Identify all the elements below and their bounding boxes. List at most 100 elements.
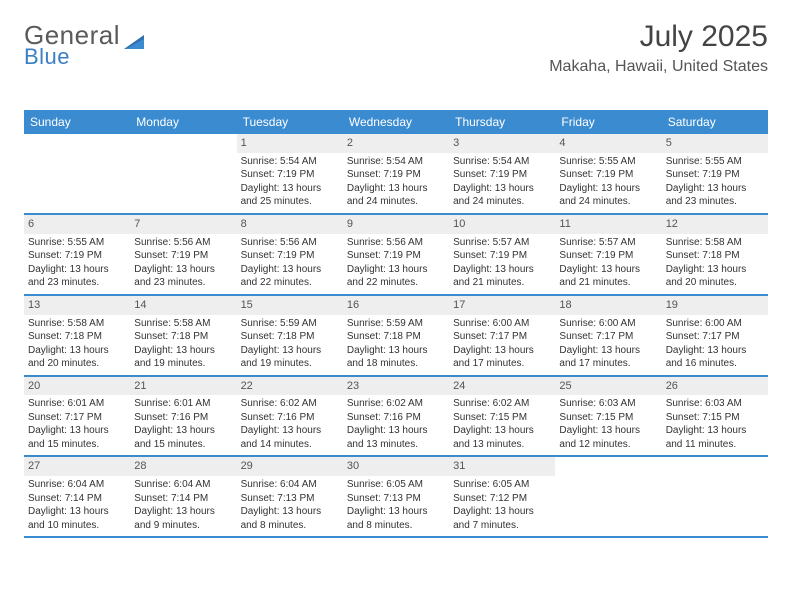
day-details: Sunrise: 5:56 AMSunset: 7:19 PMDaylight:… [237, 236, 343, 290]
day-detail-line: Daylight: 13 hours and 25 minutes. [241, 182, 339, 209]
day-detail-line: Sunset: 7:19 PM [347, 168, 445, 182]
day-detail-line: Sunrise: 5:59 AM [241, 317, 339, 331]
day-number: 23 [343, 377, 449, 396]
day-detail-line: Daylight: 13 hours and 15 minutes. [134, 424, 232, 451]
day-details: Sunrise: 5:55 AMSunset: 7:19 PMDaylight:… [24, 236, 130, 290]
day-number: 11 [555, 215, 661, 234]
day-details: Sunrise: 5:54 AMSunset: 7:19 PMDaylight:… [237, 155, 343, 209]
calendar: SundayMondayTuesdayWednesdayThursdayFrid… [24, 110, 768, 538]
day-number [555, 457, 661, 476]
day-number: 27 [24, 457, 130, 476]
day-detail-line: Daylight: 13 hours and 17 minutes. [453, 344, 551, 371]
day-cell [555, 457, 661, 536]
day-number: 16 [343, 296, 449, 315]
day-number: 31 [449, 457, 555, 476]
dow-row: SundayMondayTuesdayWednesdayThursdayFrid… [24, 110, 768, 134]
day-details: Sunrise: 5:54 AMSunset: 7:19 PMDaylight:… [449, 155, 555, 209]
day-cell: 13Sunrise: 5:58 AMSunset: 7:18 PMDayligh… [24, 296, 130, 375]
day-detail-line: Daylight: 13 hours and 12 minutes. [559, 424, 657, 451]
day-detail-line: Sunrise: 6:04 AM [134, 478, 232, 492]
day-detail-line: Sunset: 7:17 PM [559, 330, 657, 344]
day-detail-line: Sunrise: 6:02 AM [241, 397, 339, 411]
week-row: 27Sunrise: 6:04 AMSunset: 7:14 PMDayligh… [24, 457, 768, 538]
day-detail-line: Daylight: 13 hours and 13 minutes. [347, 424, 445, 451]
day-detail-line: Sunset: 7:16 PM [241, 411, 339, 425]
day-cell: 14Sunrise: 5:58 AMSunset: 7:18 PMDayligh… [130, 296, 236, 375]
day-detail-line: Sunrise: 6:05 AM [453, 478, 551, 492]
day-detail-line: Sunrise: 6:02 AM [453, 397, 551, 411]
day-detail-line: Daylight: 13 hours and 23 minutes. [666, 182, 764, 209]
day-cell: 6 Sunrise: 5:55 AMSunset: 7:19 PMDaylight… [24, 215, 130, 294]
day-detail-line: Sunset: 7:18 PM [134, 330, 232, 344]
day-detail-line: Sunset: 7:19 PM [28, 249, 126, 263]
day-detail-line: Sunset: 7:15 PM [453, 411, 551, 425]
month-title: July 2025 [549, 20, 768, 54]
day-number: 17 [449, 296, 555, 315]
day-detail-line: Sunrise: 5:58 AM [28, 317, 126, 331]
day-cell [662, 457, 768, 536]
day-cell: 19Sunrise: 6:00 AMSunset: 7:17 PMDayligh… [662, 296, 768, 375]
day-detail-line: Sunset: 7:12 PM [453, 492, 551, 506]
day-detail-line: Daylight: 13 hours and 24 minutes. [347, 182, 445, 209]
day-number: 29 [237, 457, 343, 476]
day-detail-line: Sunrise: 5:55 AM [666, 155, 764, 169]
day-cell: 31Sunrise: 6:05 AMSunset: 7:12 PMDayligh… [449, 457, 555, 536]
day-detail-line: Sunset: 7:19 PM [134, 249, 232, 263]
day-cell: 27 Sunrise: 6:04 AMSunset: 7:14 PMDayligh… [24, 457, 130, 536]
day-detail-line: Daylight: 13 hours and 17 minutes. [559, 344, 657, 371]
day-detail-line: Sunrise: 5:54 AM [347, 155, 445, 169]
day-detail-line: Sunset: 7:17 PM [666, 330, 764, 344]
day-detail-line: Sunrise: 6:01 AM [28, 397, 126, 411]
day-details: Sunrise: 5:58 AMSunset: 7:18 PMDaylight:… [130, 317, 236, 371]
day-detail-line: Daylight: 13 hours and 21 minutes. [453, 263, 551, 290]
day-details: Sunrise: 6:00 AMSunset: 7:17 PMDaylight:… [662, 317, 768, 371]
day-detail-line: Sunset: 7:19 PM [241, 168, 339, 182]
day-detail-line: Sunrise: 5:57 AM [559, 236, 657, 250]
day-number: 24 [449, 377, 555, 396]
day-details: Sunrise: 6:01 AMSunset: 7:17 PMDaylight:… [24, 397, 130, 451]
day-number: 6 [24, 215, 130, 234]
day-details: Sunrise: 6:02 AMSunset: 7:16 PMDaylight:… [343, 397, 449, 451]
day-detail-line: Daylight: 13 hours and 11 minutes. [666, 424, 764, 451]
day-detail-line: Daylight: 13 hours and 14 minutes. [241, 424, 339, 451]
day-cell: 24Sunrise: 6:02 AMSunset: 7:15 PMDayligh… [449, 377, 555, 456]
title-block: July 2025 Makaha, Hawaii, United States [549, 20, 768, 76]
day-details: Sunrise: 6:04 AMSunset: 7:14 PMDaylight:… [24, 478, 130, 532]
day-number: 15 [237, 296, 343, 315]
day-detail-line: Daylight: 13 hours and 24 minutes. [453, 182, 551, 209]
day-cell: 3Sunrise: 5:54 AMSunset: 7:19 PMDaylight… [449, 134, 555, 213]
day-detail-line: Sunrise: 5:54 AM [453, 155, 551, 169]
day-detail-line: Sunset: 7:16 PM [347, 411, 445, 425]
day-detail-line: Sunrise: 5:56 AM [241, 236, 339, 250]
day-number [24, 134, 130, 153]
day-detail-line: Sunset: 7:18 PM [347, 330, 445, 344]
day-detail-line: Daylight: 13 hours and 19 minutes. [241, 344, 339, 371]
day-detail-line: Sunrise: 5:59 AM [347, 317, 445, 331]
day-number: 10 [449, 215, 555, 234]
day-detail-line: Sunrise: 5:56 AM [134, 236, 232, 250]
day-cell: 21Sunrise: 6:01 AMSunset: 7:16 PMDayligh… [130, 377, 236, 456]
day-detail-line: Sunrise: 6:02 AM [347, 397, 445, 411]
day-details: Sunrise: 6:00 AMSunset: 7:17 PMDaylight:… [449, 317, 555, 371]
day-detail-line: Daylight: 13 hours and 22 minutes. [241, 263, 339, 290]
day-cell: 7Sunrise: 5:56 AMSunset: 7:19 PMDaylight… [130, 215, 236, 294]
day-details: Sunrise: 6:03 AMSunset: 7:15 PMDaylight:… [662, 397, 768, 451]
day-cell: 8Sunrise: 5:56 AMSunset: 7:19 PMDaylight… [237, 215, 343, 294]
day-detail-line: Sunset: 7:18 PM [666, 249, 764, 263]
day-detail-line: Sunrise: 6:00 AM [666, 317, 764, 331]
day-cell: 10Sunrise: 5:57 AMSunset: 7:19 PMDayligh… [449, 215, 555, 294]
day-number: 2 [343, 134, 449, 153]
day-detail-line: Daylight: 13 hours and 23 minutes. [134, 263, 232, 290]
day-detail-line: Sunrise: 6:00 AM [453, 317, 551, 331]
day-cell: 5Sunrise: 5:55 AMSunset: 7:19 PMDaylight… [662, 134, 768, 213]
day-number: 12 [662, 215, 768, 234]
day-detail-line: Sunrise: 6:03 AM [666, 397, 764, 411]
day-detail-line: Sunset: 7:17 PM [453, 330, 551, 344]
day-detail-line: Sunset: 7:19 PM [559, 168, 657, 182]
dow-cell: Thursday [449, 110, 555, 134]
sail-icon [124, 33, 146, 51]
day-detail-line: Daylight: 13 hours and 8 minutes. [347, 505, 445, 532]
day-detail-line: Sunset: 7:14 PM [134, 492, 232, 506]
week-row: 20Sunrise: 6:01 AMSunset: 7:17 PMDayligh… [24, 377, 768, 458]
day-cell: 16Sunrise: 5:59 AMSunset: 7:18 PMDayligh… [343, 296, 449, 375]
